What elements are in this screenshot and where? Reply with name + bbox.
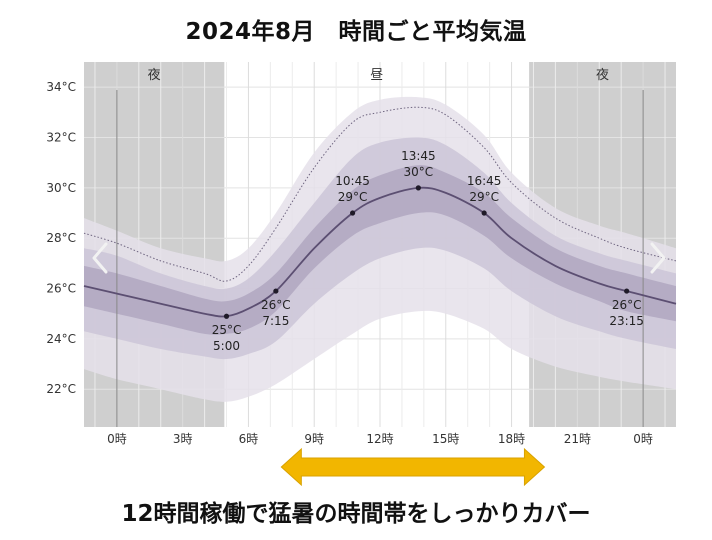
chart-title: 2024年8月 時間ごと平均気温 — [185, 19, 527, 45]
x-tick-label: 6時 — [239, 432, 259, 446]
point-temp-label: 30°C — [404, 165, 434, 179]
y-tick-label: 28°C — [46, 231, 76, 245]
y-tick-label: 24°C — [46, 332, 76, 346]
y-tick-label: 32°C — [46, 131, 76, 145]
point-temp-label: 25°C — [212, 323, 242, 337]
band-label-night: 夜 — [148, 68, 161, 83]
point-temp-label: 26°C — [261, 298, 291, 312]
point-temp-label: 26°C — [612, 298, 642, 312]
data-point — [349, 210, 356, 216]
y-tick-label: 34°C — [46, 80, 76, 94]
band-label-night: 夜 — [596, 68, 609, 83]
double-arrow-icon — [280, 447, 546, 487]
y-tick-label: 22°C — [46, 382, 76, 396]
inner-range-band — [84, 165, 676, 335]
x-tick-label: 0時 — [633, 432, 653, 446]
x-tick-label: 21時 — [564, 432, 591, 446]
x-tick-label: 0時 — [107, 432, 127, 446]
y-tick-label: 30°C — [46, 181, 76, 195]
point-time-label: 16:45 — [467, 174, 502, 188]
x-tick-label: 3時 — [173, 432, 193, 446]
point-time-label: 7:15 — [262, 314, 289, 328]
x-tick-label: 12時 — [366, 432, 393, 446]
data-point — [481, 210, 487, 216]
point-time-label: 23:15 — [609, 314, 644, 328]
mean-temperature-line — [83, 186, 677, 318]
data-point — [273, 288, 279, 294]
data-point — [415, 185, 421, 191]
chevron-left-icon[interactable] — [92, 242, 108, 274]
point-temp-label: 29°C — [469, 190, 499, 204]
point-time-label: 5:00 — [213, 339, 240, 353]
point-temp-label: 29°C — [338, 190, 368, 204]
x-tick-label: 9時 — [304, 432, 324, 446]
point-time-label: 13:45 — [401, 149, 436, 163]
chevron-right-icon[interactable] — [650, 242, 666, 274]
x-tick-label: 18時 — [498, 432, 525, 446]
band-label-day: 昼 — [370, 68, 383, 83]
data-point — [223, 313, 230, 319]
caption-text: 12時間稼働で猛暑の時間帯をしっかりカバー — [121, 501, 591, 527]
point-time-label: 10:45 — [335, 174, 370, 188]
data-point — [624, 288, 630, 294]
y-tick-label: 26°C — [46, 282, 76, 296]
x-tick-label: 15時 — [432, 432, 459, 446]
